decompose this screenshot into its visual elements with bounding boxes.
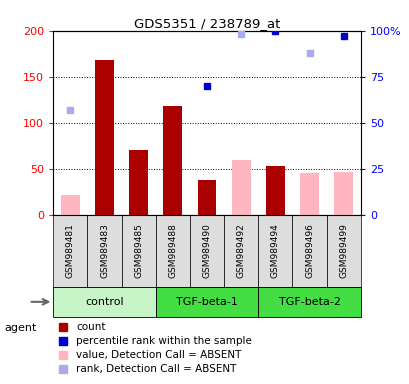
Text: GSM989483: GSM989483 <box>100 223 109 278</box>
Text: agent: agent <box>4 323 36 333</box>
Text: count: count <box>76 322 106 332</box>
Text: TGF-beta-1: TGF-beta-1 <box>176 297 237 307</box>
Text: value, Detection Call = ABSENT: value, Detection Call = ABSENT <box>76 349 241 359</box>
Bar <box>53 215 87 287</box>
Text: GSM989485: GSM989485 <box>134 223 143 278</box>
Bar <box>258 215 292 287</box>
Text: TGF-beta-2: TGF-beta-2 <box>278 297 340 307</box>
Text: control: control <box>85 297 124 307</box>
Bar <box>224 215 258 287</box>
Bar <box>155 287 258 317</box>
Text: GSM989492: GSM989492 <box>236 223 245 278</box>
Text: GSM989488: GSM989488 <box>168 223 177 278</box>
Bar <box>189 215 224 287</box>
Bar <box>333 172 352 215</box>
Bar <box>61 195 80 215</box>
Bar <box>299 173 318 215</box>
Bar <box>326 215 360 287</box>
Bar <box>258 287 360 317</box>
Bar <box>197 180 216 215</box>
Bar <box>163 106 182 215</box>
Title: GDS5351 / 238789_at: GDS5351 / 238789_at <box>133 17 280 30</box>
Text: GSM989496: GSM989496 <box>304 223 313 278</box>
Text: GSM989494: GSM989494 <box>270 223 279 278</box>
Text: rank, Detection Call = ABSENT: rank, Detection Call = ABSENT <box>76 364 236 374</box>
Bar <box>87 215 121 287</box>
Bar <box>265 166 284 215</box>
Bar <box>333 172 352 215</box>
Text: GSM989490: GSM989490 <box>202 223 211 278</box>
Bar <box>95 60 114 215</box>
Bar <box>155 215 189 287</box>
Text: percentile rank within the sample: percentile rank within the sample <box>76 336 252 346</box>
Bar <box>121 215 155 287</box>
Bar <box>231 161 250 215</box>
Bar <box>292 215 326 287</box>
Text: GSM989499: GSM989499 <box>338 223 347 278</box>
Bar <box>129 150 148 215</box>
Text: GSM989481: GSM989481 <box>66 223 75 278</box>
Bar <box>53 287 155 317</box>
